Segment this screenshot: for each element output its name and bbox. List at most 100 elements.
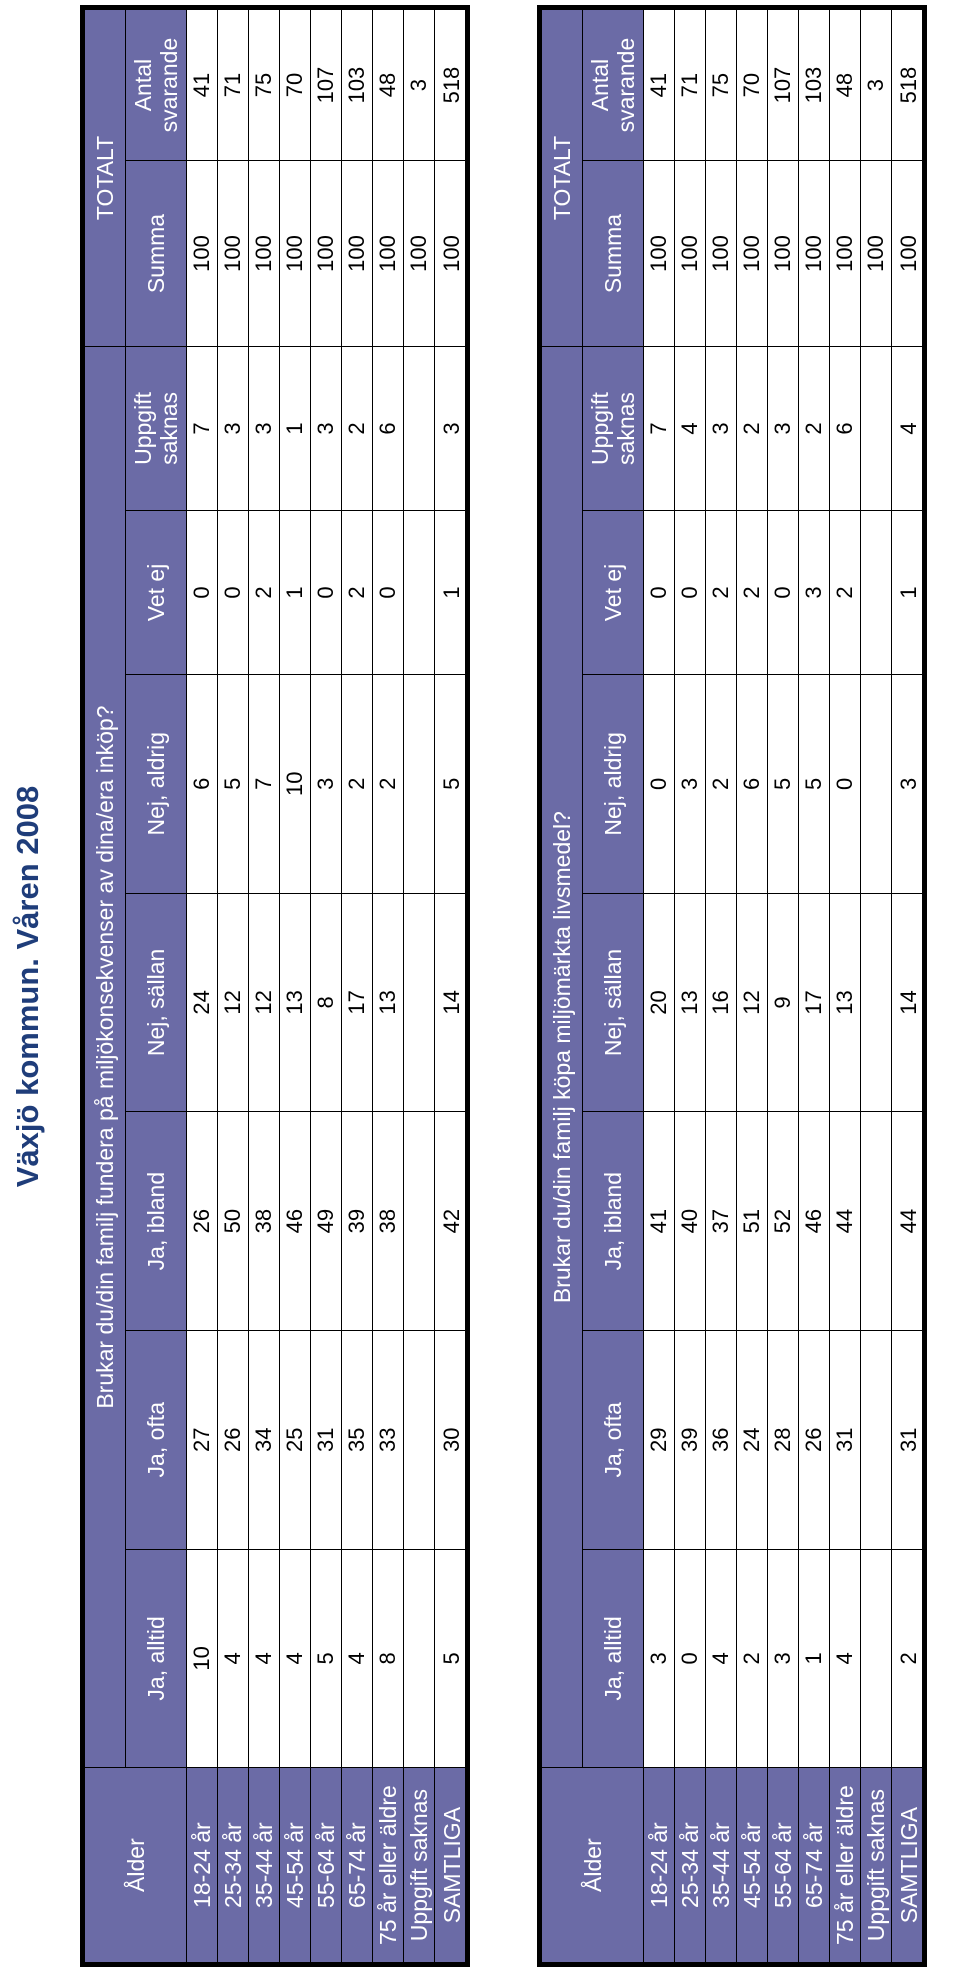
table-cell: 46 xyxy=(798,1111,830,1331)
table-cell xyxy=(403,1549,435,1768)
table-cell: 3 xyxy=(705,346,737,511)
table-cell: 8 xyxy=(310,893,342,1112)
table-cell: 20 xyxy=(643,893,675,1112)
table-cell: 1 xyxy=(279,510,311,675)
table-cell: 100 xyxy=(310,160,342,347)
table-cell: 6 xyxy=(829,346,861,511)
table-cell xyxy=(403,510,435,675)
table-cell: 38 xyxy=(372,1111,404,1331)
table-cell: 75 xyxy=(705,7,737,161)
table-cell: 50 xyxy=(217,1111,249,1331)
table-cell: 100 xyxy=(279,160,311,347)
table-cell: 100 xyxy=(186,160,218,347)
table-row: 45-54 år 4 25 46 13 10 1 1 100 70 xyxy=(279,7,311,1965)
table-cell: 3 xyxy=(767,1549,799,1768)
table-cell: 42 xyxy=(434,1111,468,1331)
table-cell: 75 xyxy=(248,7,280,161)
table-cell: 48 xyxy=(372,7,404,161)
table-row: 18-24 år 10 27 26 24 6 0 7 100 41 xyxy=(186,7,218,1965)
row-label: SAMTLIGA xyxy=(891,1767,925,1965)
table-cell: 3 xyxy=(767,346,799,511)
table-cell: 16 xyxy=(705,893,737,1112)
table-cell: 51 xyxy=(736,1111,768,1331)
table-cell: 3 xyxy=(434,346,468,511)
table-cell: 9 xyxy=(767,893,799,1112)
table-cell: 27 xyxy=(186,1330,218,1550)
table-cell: 14 xyxy=(891,893,925,1112)
age-column-header: Ålder xyxy=(539,1767,644,1965)
table-cell: 100 xyxy=(403,160,435,347)
table-cell: 100 xyxy=(434,160,468,347)
table-cell: 0 xyxy=(186,510,218,675)
table-cell: 5 xyxy=(798,674,830,894)
column-header: Summa xyxy=(125,160,187,347)
table-cell: 31 xyxy=(891,1330,925,1550)
table-cell xyxy=(403,1111,435,1331)
column-header: Uppgift saknas xyxy=(582,346,644,511)
table-cell: 4 xyxy=(341,1549,373,1768)
table-cell xyxy=(403,1330,435,1550)
table-cell: 12 xyxy=(217,893,249,1112)
table-row: Uppgift saknas 100 3 xyxy=(403,7,435,1965)
table-row: 25-34 år 4 26 50 12 5 0 3 100 71 xyxy=(217,7,249,1965)
table-cell: 0 xyxy=(643,674,675,894)
table-cell: 5 xyxy=(434,674,468,894)
table-cell xyxy=(403,346,435,511)
table-cell: 31 xyxy=(829,1330,861,1550)
table-cell: 14 xyxy=(434,893,468,1112)
table-cell: 38 xyxy=(248,1111,280,1331)
table-cell: 26 xyxy=(798,1330,830,1550)
column-header: Uppgift saknas xyxy=(125,346,187,511)
table-cell xyxy=(860,1549,892,1768)
table-cell: 39 xyxy=(674,1330,706,1550)
table-cell: 1 xyxy=(798,1549,830,1768)
table-cell: 5 xyxy=(310,1549,342,1768)
table-row: SAMTLIGA 5 30 42 14 5 1 3 100 518 xyxy=(434,7,468,1965)
table-cell: 49 xyxy=(310,1111,342,1331)
table-cell: 2 xyxy=(891,1549,925,1768)
table-cell: 0 xyxy=(829,674,861,894)
column-header: Nej, sällan xyxy=(582,893,644,1112)
table-cell: 13 xyxy=(372,893,404,1112)
total-header: TOTALT xyxy=(82,7,126,347)
table-cell: 107 xyxy=(767,7,799,161)
table-cell: 34 xyxy=(248,1330,280,1550)
table-cell: 13 xyxy=(829,893,861,1112)
column-header: Nej, aldrig xyxy=(582,674,644,894)
row-label: 45-54 år xyxy=(736,1767,768,1965)
table-cell: 28 xyxy=(767,1330,799,1550)
table-cell: 0 xyxy=(674,1549,706,1768)
table-cell: 107 xyxy=(310,7,342,161)
question-header: Brukar du/din familj köpa miljömärkta li… xyxy=(539,346,583,1768)
table-cell: 44 xyxy=(891,1111,925,1331)
table-cell: 0 xyxy=(767,510,799,675)
table-cell: 4 xyxy=(705,1549,737,1768)
column-header: Ja, ofta xyxy=(125,1330,187,1550)
table-cell: 10 xyxy=(186,1549,218,1768)
page-title: Växjö kommun. Våren 2008 xyxy=(10,785,45,1188)
table-cell: 0 xyxy=(372,510,404,675)
column-header: Nej, aldrig xyxy=(125,674,187,894)
table-cell: 5 xyxy=(434,1549,468,1768)
row-label: 18-24 år xyxy=(186,1767,218,1965)
row-label: 35-44 år xyxy=(705,1767,737,1965)
table-row: 25-34 år 0 39 40 13 3 0 4 100 71 xyxy=(674,7,706,1965)
table-cell: 1 xyxy=(434,510,468,675)
row-label: 65-74 år xyxy=(798,1767,830,1965)
row-label: Uppgift saknas xyxy=(860,1767,892,1965)
table-cell: 6 xyxy=(186,674,218,894)
question-header: Brukar du/din familj fundera på miljökon… xyxy=(82,346,126,1768)
table-cell: 70 xyxy=(736,7,768,161)
table-cell: 52 xyxy=(767,1111,799,1331)
table-cell: 13 xyxy=(279,893,311,1112)
table-row: 35-44 år 4 34 38 12 7 2 3 100 75 xyxy=(248,7,280,1965)
row-label: 75 år eller äldre xyxy=(372,1767,404,1965)
column-header: Ja, alltid xyxy=(582,1549,644,1768)
column-header: Antal svarande xyxy=(125,7,187,161)
table-cell: 46 xyxy=(279,1111,311,1331)
table-cell: 26 xyxy=(186,1111,218,1331)
table-cell: 3 xyxy=(674,674,706,894)
table-cell: 5 xyxy=(217,674,249,894)
table-cell: 518 xyxy=(891,7,925,161)
row-label: 55-64 år xyxy=(310,1767,342,1965)
